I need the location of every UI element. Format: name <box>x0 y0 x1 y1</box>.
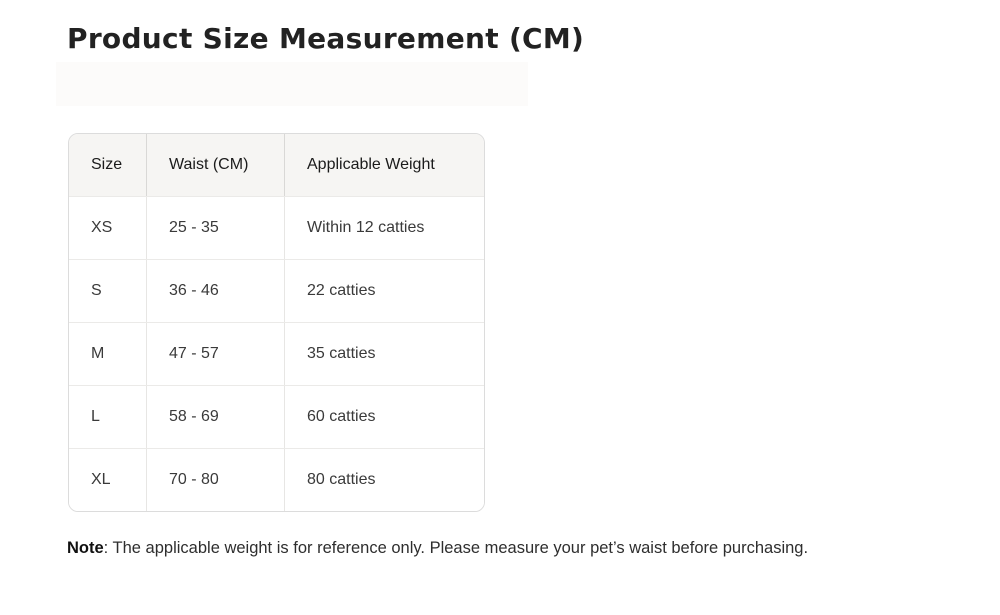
table-row: L 58 - 69 60 catties <box>69 385 484 448</box>
cell-size: M <box>91 345 105 362</box>
cell-weight: 35 catties <box>284 323 484 385</box>
column-header-waist: Waist (CM) <box>146 134 284 196</box>
cell-waist: 36 - 46 <box>146 260 284 322</box>
cell-weight: 80 catties <box>284 449 484 511</box>
size-measurement-table: Size Waist (CM) Applicable Weight XS 25 … <box>68 133 485 512</box>
title-background-block <box>56 62 528 106</box>
table-header-row: Size Waist (CM) Applicable Weight <box>69 134 484 196</box>
cell-weight: Within 12 catties <box>284 197 484 259</box>
cell-weight: 22 catties <box>284 260 484 322</box>
cell-weight: 60 catties <box>284 386 484 448</box>
column-header-weight: Applicable Weight <box>284 134 484 196</box>
table-row: XS 25 - 35 Within 12 catties <box>69 196 484 259</box>
note-body: : The applicable weight is for reference… <box>103 539 809 557</box>
cell-waist: 47 - 57 <box>146 323 284 385</box>
note-text: Note: The applicable weight is for refer… <box>67 539 808 558</box>
note-label: Note <box>67 539 104 557</box>
cell-waist: 70 - 80 <box>146 449 284 511</box>
cell-waist: 58 - 69 <box>146 386 284 448</box>
cell-size: XS <box>91 219 113 236</box>
cell-waist: 25 - 35 <box>146 197 284 259</box>
cell-size: L <box>91 408 100 425</box>
cell-size: S <box>91 282 102 299</box>
table-row: XL 70 - 80 80 catties <box>69 448 484 511</box>
table-row: M 47 - 57 35 catties <box>69 322 484 385</box>
cell-size: XL <box>91 471 111 488</box>
column-header-size: Size <box>91 156 123 173</box>
table-row: S 36 - 46 22 catties <box>69 259 484 322</box>
page-title: Product Size Measurement (CM) <box>67 22 585 55</box>
